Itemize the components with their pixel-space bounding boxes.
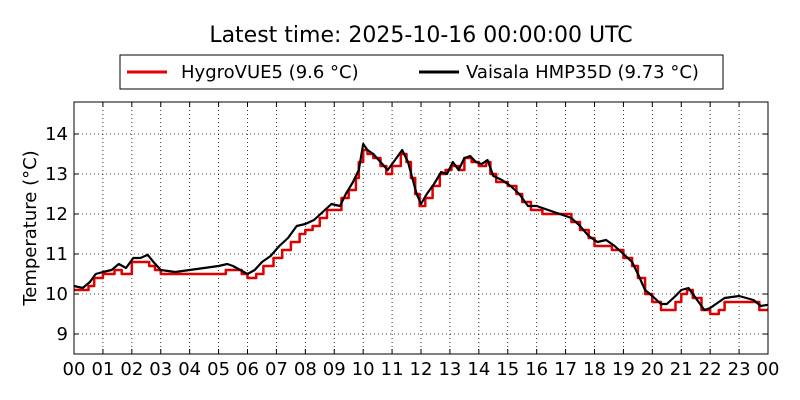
x-tick-label: 00	[63, 359, 86, 380]
x-tick-label: 01	[91, 359, 114, 380]
x-tick-label: 18	[583, 359, 606, 380]
x-tick-label: 14	[467, 359, 490, 380]
plot-frame	[73, 101, 769, 355]
x-tick-label: 16	[525, 359, 548, 380]
series-line-hygrovue5	[74, 148, 768, 316]
y-tick-label: 14	[45, 124, 68, 145]
y-tick-label: 9	[57, 324, 68, 345]
x-tick-label: 09	[323, 359, 346, 380]
x-tick-label: 00	[757, 359, 780, 380]
chart-title: Latest time: 2025-10-16 00:00:00 UTC	[209, 23, 632, 48]
x-tick-label: 10	[352, 359, 375, 380]
legend-label-vaisala: Vaisala HMP35D (9.73 °C)	[466, 62, 699, 83]
grid	[74, 102, 768, 354]
y-axis-label: Temperature (°C)	[20, 150, 41, 306]
x-tick-label: 21	[670, 359, 693, 380]
x-tick-label: 02	[120, 359, 143, 380]
y-tick-label: 11	[45, 244, 68, 265]
x-tick-label: 23	[728, 359, 751, 380]
y-tick-label: 13	[45, 164, 68, 185]
x-tick-label: 07	[265, 359, 288, 380]
x-tick-label: 19	[612, 359, 635, 380]
y-tick-label: 10	[45, 284, 68, 305]
x-tick-label: 05	[207, 359, 230, 380]
x-tick-label: 03	[149, 359, 172, 380]
series-line-vaisala	[73, 142, 769, 312]
x-tick-label: 04	[178, 359, 201, 380]
x-tick-label: 11	[381, 359, 404, 380]
x-tick-label: 17	[554, 359, 577, 380]
x-tick-label: 06	[236, 359, 259, 380]
x-tick-label: 12	[410, 359, 433, 380]
x-tick-label: 20	[641, 359, 664, 380]
x-tick-label: 08	[294, 359, 317, 380]
x-tick-label: 13	[438, 359, 461, 380]
legend: HygroVUE5 (9.6 °C) Vaisala HMP35D (9.73 …	[119, 54, 724, 90]
ticks: 00 01 02 03 04 05 06 07 08 09 10 11 12 13 14 15 16 17 18 19…	[45, 102, 779, 380]
legend-label-hygrovue5: HygroVUE5 (9.6 °C)	[181, 62, 359, 83]
x-tick-label: 22	[699, 359, 722, 380]
y-tick-label: 12	[45, 204, 68, 225]
x-tick-label: 15	[496, 359, 519, 380]
series-lines	[73, 142, 769, 316]
